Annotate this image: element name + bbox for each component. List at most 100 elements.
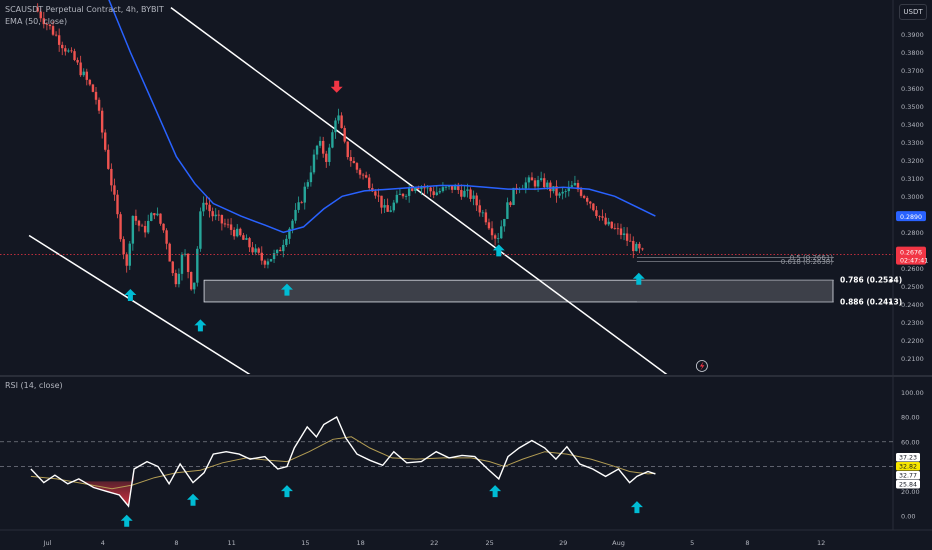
price-axis-tick: 0.3500 [901,103,924,111]
candle-body [346,141,349,158]
time-axis-tick: 22 [430,539,438,547]
candle-body [168,243,171,262]
trendline [170,7,668,374]
candle [558,191,561,199]
arrow-up-icon [280,485,293,498]
candle [404,194,408,200]
candle-body [94,91,98,100]
candle-body [70,50,73,52]
candle [601,209,604,221]
candle [325,150,328,168]
time-axis-tick: 29 [559,539,567,547]
candle-body [42,18,46,25]
candle-body [211,211,214,217]
time-axis-tick: 5 [690,539,694,547]
candle-body [97,99,101,111]
candle [312,149,316,175]
time-axis-tick: 25 [485,539,493,547]
candle-body [417,188,420,190]
candle-body [423,187,426,189]
candle-body [260,252,263,261]
candle-body [122,239,125,255]
candle-body [469,189,472,199]
candle-body [530,177,534,181]
candle [321,136,325,158]
candle [586,195,589,206]
candle [260,246,263,265]
candle [512,187,515,206]
candle [248,236,251,253]
candle [100,107,104,139]
candle [57,28,61,52]
candle [220,214,224,231]
candle [361,173,365,180]
candle-body [355,163,359,170]
symbol-legend: SCAUSDT Perpetual Contract, 4h, BYBIT [5,5,164,14]
candle-body [438,191,442,193]
candle [334,117,337,139]
candle-body [113,185,116,195]
fib-label: 0.886 (0.2413) [840,297,902,306]
candle [619,223,623,240]
arrow-up-icon [632,272,645,285]
candle [51,21,55,36]
candle [294,203,297,224]
rsi-value-badge-text: 32.82 [899,464,917,471]
currency-unit-button[interactable]: USDT [899,4,927,20]
candle [269,258,273,262]
candle-body [337,115,340,121]
candle [236,224,239,238]
candle [604,213,607,226]
candle-body [64,48,67,52]
candle-body [586,197,589,202]
candle-body [386,205,389,212]
candle-body [91,84,95,92]
candle-body [377,195,380,197]
candle-body [54,34,58,36]
candle-body [186,253,190,272]
candle [398,188,402,195]
candle-body [444,186,448,188]
rsi-axis-tick: 80.00 [901,414,920,422]
candle-body [628,240,632,242]
candle-body [352,160,356,164]
candle [539,171,543,182]
candle-body [303,186,306,203]
candle-body [251,247,254,253]
candle [392,199,395,213]
rsi-value-badge-text: 25.84 [899,482,917,489]
candle-body [263,260,267,265]
candle [613,223,617,230]
candle-body [165,230,168,244]
candle [503,218,506,232]
candle [589,200,592,209]
candle-body [401,193,405,197]
price-axis-tick: 0.3600 [901,85,924,93]
candle-body [478,205,481,213]
candle [143,220,147,238]
candle-body [73,51,76,60]
candle-body [214,214,217,217]
price-axis-tick: 0.3900 [901,31,924,39]
candle [438,188,442,195]
candle-body [641,248,644,250]
candle-body [245,238,248,240]
candle [122,236,125,260]
candle [364,171,368,179]
candle [423,183,426,195]
candle [509,201,512,208]
candle-body [592,203,595,211]
candle-body [146,220,150,233]
candle-body [509,202,512,206]
candle-body [291,220,294,229]
candle [257,247,260,256]
candle-body [143,226,147,233]
candle [500,220,503,239]
candle [266,258,270,269]
candle-body [589,201,592,204]
candle [432,186,435,199]
price-axis-tick: 0.3700 [901,67,924,75]
candle [202,196,205,217]
